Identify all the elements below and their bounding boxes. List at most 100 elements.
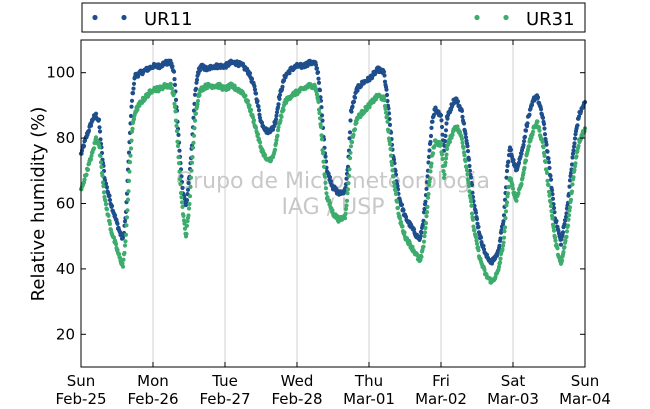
data-point	[447, 139, 453, 144]
data-point	[465, 149, 471, 154]
data-point	[428, 139, 433, 145]
data-point	[399, 202, 405, 207]
data-point	[570, 155, 575, 160]
data-point	[445, 116, 450, 121]
data-point	[397, 216, 403, 221]
data-point	[422, 234, 427, 239]
data-point	[523, 158, 529, 163]
data-point	[347, 167, 352, 172]
data-point	[503, 209, 509, 214]
data-point	[180, 185, 185, 191]
legend-ur31: UR31	[474, 9, 575, 30]
data-point	[276, 102, 281, 107]
legend-ur11-label: UR11	[144, 9, 193, 30]
data-point	[570, 182, 575, 187]
data-point	[174, 129, 180, 134]
x-tick-label-day: Thu	[354, 372, 383, 390]
data-point	[430, 151, 436, 156]
data-point	[441, 169, 446, 174]
data-point	[551, 205, 557, 211]
data-point	[127, 169, 132, 174]
data-point	[521, 142, 526, 148]
legend-ur31-label: UR31	[526, 9, 575, 30]
data-point	[274, 113, 279, 118]
data-point	[410, 244, 415, 249]
data-point	[393, 191, 399, 196]
data-point	[85, 167, 91, 172]
data-point	[544, 142, 549, 147]
data-point	[567, 208, 572, 213]
y-tick-label: 80	[56, 129, 75, 147]
data-point	[101, 190, 107, 195]
data-point	[81, 144, 87, 149]
data-point	[385, 119, 390, 124]
data-point	[468, 175, 474, 180]
data-point	[317, 110, 322, 116]
data-point	[256, 104, 261, 109]
data-point	[455, 124, 460, 129]
data-point	[560, 230, 566, 235]
data-point	[320, 151, 326, 156]
data-point	[567, 205, 573, 210]
data-point	[128, 113, 134, 119]
data-point	[567, 184, 572, 189]
data-point	[389, 162, 395, 168]
data-point	[323, 154, 328, 159]
data-point	[106, 213, 111, 218]
data-point	[536, 125, 542, 130]
data-point	[554, 218, 559, 224]
data-point	[502, 225, 508, 230]
data-point	[576, 114, 582, 119]
data-point	[424, 210, 430, 215]
data-point	[546, 182, 551, 188]
data-point	[317, 116, 323, 121]
data-point	[573, 161, 578, 166]
data-point	[245, 98, 251, 104]
data-point	[535, 95, 541, 100]
data-point	[497, 260, 503, 265]
x-tick-label-day: Fri	[432, 372, 450, 390]
data-point	[504, 175, 509, 180]
data-point	[350, 104, 355, 109]
data-point	[107, 193, 112, 198]
data-point	[352, 95, 358, 100]
data-point	[316, 80, 322, 85]
data-point	[313, 62, 319, 68]
data-point	[423, 199, 428, 204]
data-point	[120, 264, 126, 269]
data-point	[330, 208, 335, 213]
data-point	[425, 174, 430, 179]
data-point	[107, 221, 113, 226]
data-point	[443, 156, 449, 161]
data-point	[129, 98, 135, 103]
data-point	[511, 157, 516, 163]
data-point	[522, 134, 528, 139]
data-point	[319, 137, 325, 142]
data-point	[411, 227, 417, 232]
data-point	[316, 99, 321, 104]
data-point	[428, 133, 434, 139]
data-point	[549, 209, 554, 214]
data-point	[193, 86, 199, 91]
data-point	[195, 102, 200, 107]
data-point	[502, 229, 507, 234]
data-point	[476, 224, 481, 229]
data-point	[427, 176, 433, 181]
data-point	[508, 147, 514, 152]
data-point	[442, 143, 447, 148]
data-point	[391, 180, 397, 185]
data-point	[541, 145, 546, 150]
data-point	[125, 208, 130, 213]
data-point	[465, 177, 471, 182]
x-tick-label-day: Wed	[281, 372, 314, 390]
data-point	[383, 106, 388, 111]
data-point	[347, 156, 353, 161]
y-tick-label: 40	[56, 260, 75, 278]
data-point	[542, 153, 547, 158]
data-point	[82, 177, 87, 182]
data-point	[387, 122, 393, 127]
data-point	[501, 219, 506, 224]
data-point	[130, 126, 135, 131]
data-point	[473, 210, 479, 215]
